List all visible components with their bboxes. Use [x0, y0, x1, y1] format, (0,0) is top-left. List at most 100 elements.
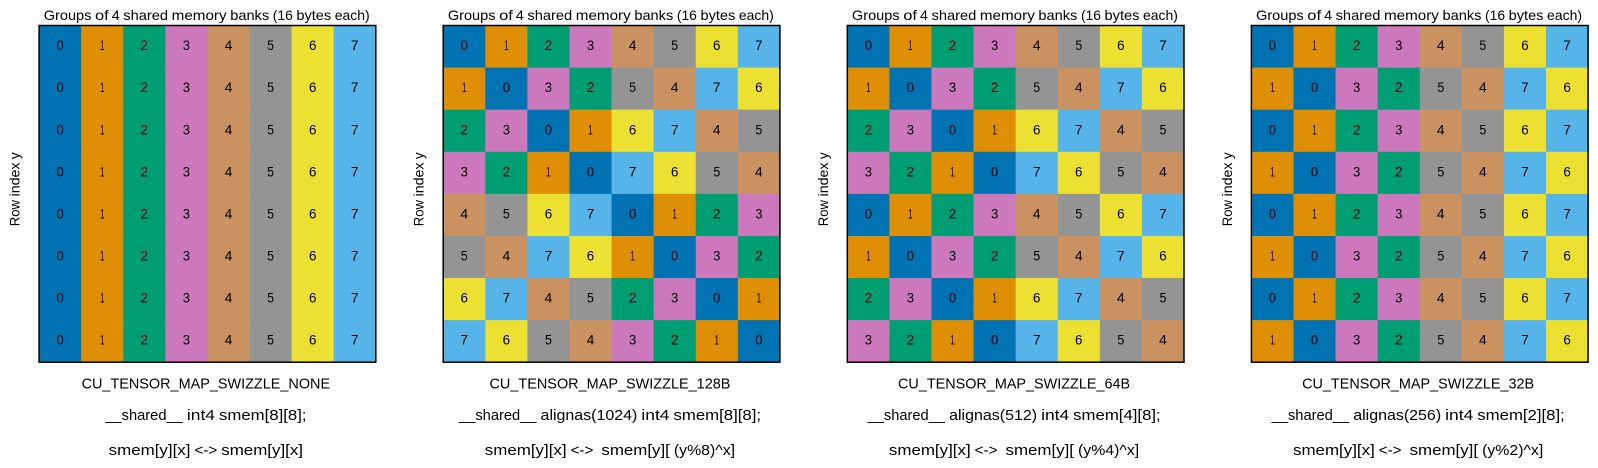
svg-text:3: 3	[949, 80, 956, 95]
svg-text:5: 5	[1437, 249, 1444, 264]
svg-text:3: 3	[183, 164, 190, 179]
svg-text:3: 3	[183, 333, 190, 348]
svg-text:bytes: bytes	[1509, 7, 1544, 23]
svg-text:index: index	[411, 162, 427, 196]
svg-text:6: 6	[309, 80, 316, 95]
svg-text:alignas(512): alignas(512)	[949, 408, 1037, 424]
svg-text:7: 7	[1033, 164, 1041, 179]
svg-text:1: 1	[908, 38, 912, 53]
svg-text:2: 2	[991, 80, 999, 95]
svg-text:0: 0	[1311, 249, 1319, 264]
svg-text:Row: Row	[411, 199, 427, 226]
svg-text:5: 5	[267, 80, 274, 95]
svg-text:7: 7	[1563, 38, 1571, 53]
svg-text:5: 5	[1160, 291, 1167, 306]
svg-text:0: 0	[865, 206, 873, 221]
svg-text:2: 2	[141, 164, 149, 179]
svg-text:7: 7	[351, 80, 359, 95]
svg-text:bytes: bytes	[700, 7, 735, 23]
svg-text:smem[y][x]: smem[y][x]	[221, 443, 303, 459]
svg-text:4: 4	[545, 291, 553, 306]
svg-text:4: 4	[1437, 206, 1445, 221]
svg-text:smem[8][8];: smem[8][8];	[219, 408, 307, 424]
svg-text:int4: int4	[641, 408, 669, 424]
svg-text:4: 4	[1437, 38, 1445, 53]
svg-text:shared: shared	[123, 7, 168, 23]
svg-text:3: 3	[183, 122, 190, 137]
svg-text:7: 7	[1159, 38, 1167, 53]
svg-text:1: 1	[504, 38, 508, 53]
svg-text:2: 2	[907, 333, 915, 348]
svg-text:1: 1	[950, 333, 954, 348]
svg-text:memory: memory	[1384, 7, 1439, 23]
svg-text:smem[y][: smem[y][	[1410, 443, 1478, 459]
svg-text:0: 0	[949, 291, 957, 306]
svg-text:1: 1	[630, 249, 634, 264]
svg-text:4: 4	[1437, 291, 1445, 306]
svg-text:3: 3	[183, 206, 190, 221]
svg-text:<->: <->	[571, 443, 594, 459]
svg-text:5: 5	[545, 333, 552, 348]
svg-text:4: 4	[225, 164, 233, 179]
svg-text:0: 0	[503, 80, 511, 95]
svg-text:3: 3	[991, 38, 998, 53]
svg-text:1: 1	[866, 249, 870, 264]
svg-text:6: 6	[1563, 80, 1570, 95]
svg-text:Row: Row	[815, 199, 831, 226]
svg-text:3: 3	[949, 249, 956, 264]
svg-text:Row: Row	[7, 199, 23, 226]
svg-text:6: 6	[309, 249, 316, 264]
svg-text:smem[y][x]: smem[y][x]	[485, 443, 567, 459]
svg-text:0: 0	[587, 164, 595, 179]
svg-text:0: 0	[991, 333, 999, 348]
svg-text:7: 7	[460, 333, 468, 348]
svg-text:4: 4	[1075, 80, 1083, 95]
svg-text:7: 7	[351, 164, 359, 179]
svg-text:4: 4	[920, 7, 928, 23]
svg-text:4: 4	[1159, 333, 1167, 348]
svg-text:7: 7	[1563, 122, 1571, 137]
svg-text:5: 5	[461, 249, 468, 264]
svg-text:int4: int4	[1041, 408, 1069, 424]
svg-text:6: 6	[671, 164, 678, 179]
svg-text:index: index	[1219, 162, 1235, 196]
svg-text:4: 4	[1159, 164, 1167, 179]
svg-text:1: 1	[1312, 206, 1316, 221]
svg-text:2: 2	[1395, 164, 1403, 179]
svg-text:CU_TENSOR_MAP_SWIZZLE_32B: CU_TENSOR_MAP_SWIZZLE_32B	[1302, 376, 1534, 392]
svg-text:4: 4	[225, 206, 233, 221]
svg-text:2: 2	[949, 38, 957, 53]
svg-text:3: 3	[1353, 164, 1360, 179]
svg-text:2: 2	[949, 206, 957, 221]
svg-text:5: 5	[1117, 164, 1124, 179]
svg-text:smem[y][x]: smem[y][x]	[889, 443, 971, 459]
svg-text:5: 5	[1479, 122, 1486, 137]
svg-text:6: 6	[309, 164, 316, 179]
svg-text:2: 2	[545, 38, 553, 53]
svg-text:shared: shared	[932, 7, 977, 23]
svg-text:2: 2	[1395, 333, 1403, 348]
svg-text:2: 2	[991, 249, 999, 264]
svg-text:0: 0	[755, 333, 763, 348]
svg-text:5: 5	[267, 249, 274, 264]
svg-text:3: 3	[907, 122, 914, 137]
svg-text:2: 2	[503, 164, 511, 179]
svg-text:4: 4	[629, 38, 637, 53]
svg-text:4: 4	[755, 164, 763, 179]
svg-text:6: 6	[309, 122, 316, 137]
svg-text:memory: memory	[576, 7, 631, 23]
svg-text:5: 5	[1479, 291, 1486, 306]
svg-text:1: 1	[992, 291, 996, 306]
svg-text:4: 4	[587, 333, 595, 348]
svg-text:5: 5	[629, 80, 636, 95]
svg-text:7: 7	[1033, 333, 1041, 348]
svg-text:0: 0	[57, 206, 65, 221]
svg-text:2: 2	[141, 80, 149, 95]
svg-text:3: 3	[865, 333, 872, 348]
svg-text:5: 5	[267, 291, 274, 306]
svg-text:__shared__: __shared__	[458, 408, 537, 424]
svg-text:6: 6	[1033, 291, 1040, 306]
svg-text:alignas(1024): alignas(1024)	[541, 408, 638, 424]
svg-text:6: 6	[1521, 291, 1528, 306]
svg-text:2: 2	[713, 206, 721, 221]
